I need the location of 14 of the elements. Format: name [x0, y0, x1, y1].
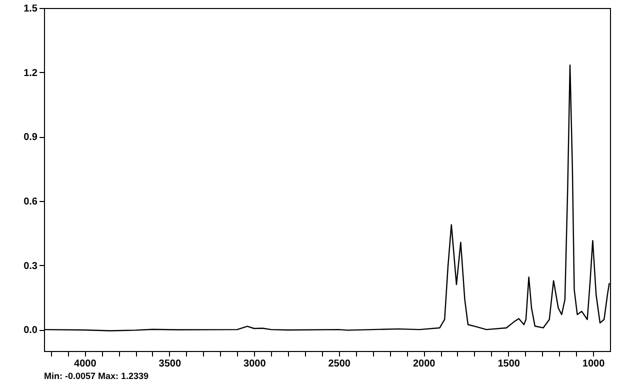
x-tick-label: 2000 [412, 358, 436, 370]
text: Min: -0.0057 Max: 1.2339 [44, 371, 149, 381]
y-tick-label: 0.6 [24, 196, 38, 208]
y-tick-label: 0.0 [24, 325, 38, 336]
y-tick-label: 1.2 [24, 68, 38, 79]
y-tick-label: 0.9 [24, 132, 38, 144]
x-tick-label: 3500 [158, 358, 182, 370]
x-tick-label: 4000 [74, 358, 97, 370]
x-tick-label: 3000 [244, 358, 266, 370]
y-tick-label: 1.5 [24, 4, 38, 14]
x-tick-label: 1500 [498, 358, 520, 370]
x-tick-label: 2500 [328, 358, 351, 370]
y-tick-label: 0.3 [24, 260, 38, 272]
x-tick-label: 1000 [582, 358, 606, 370]
